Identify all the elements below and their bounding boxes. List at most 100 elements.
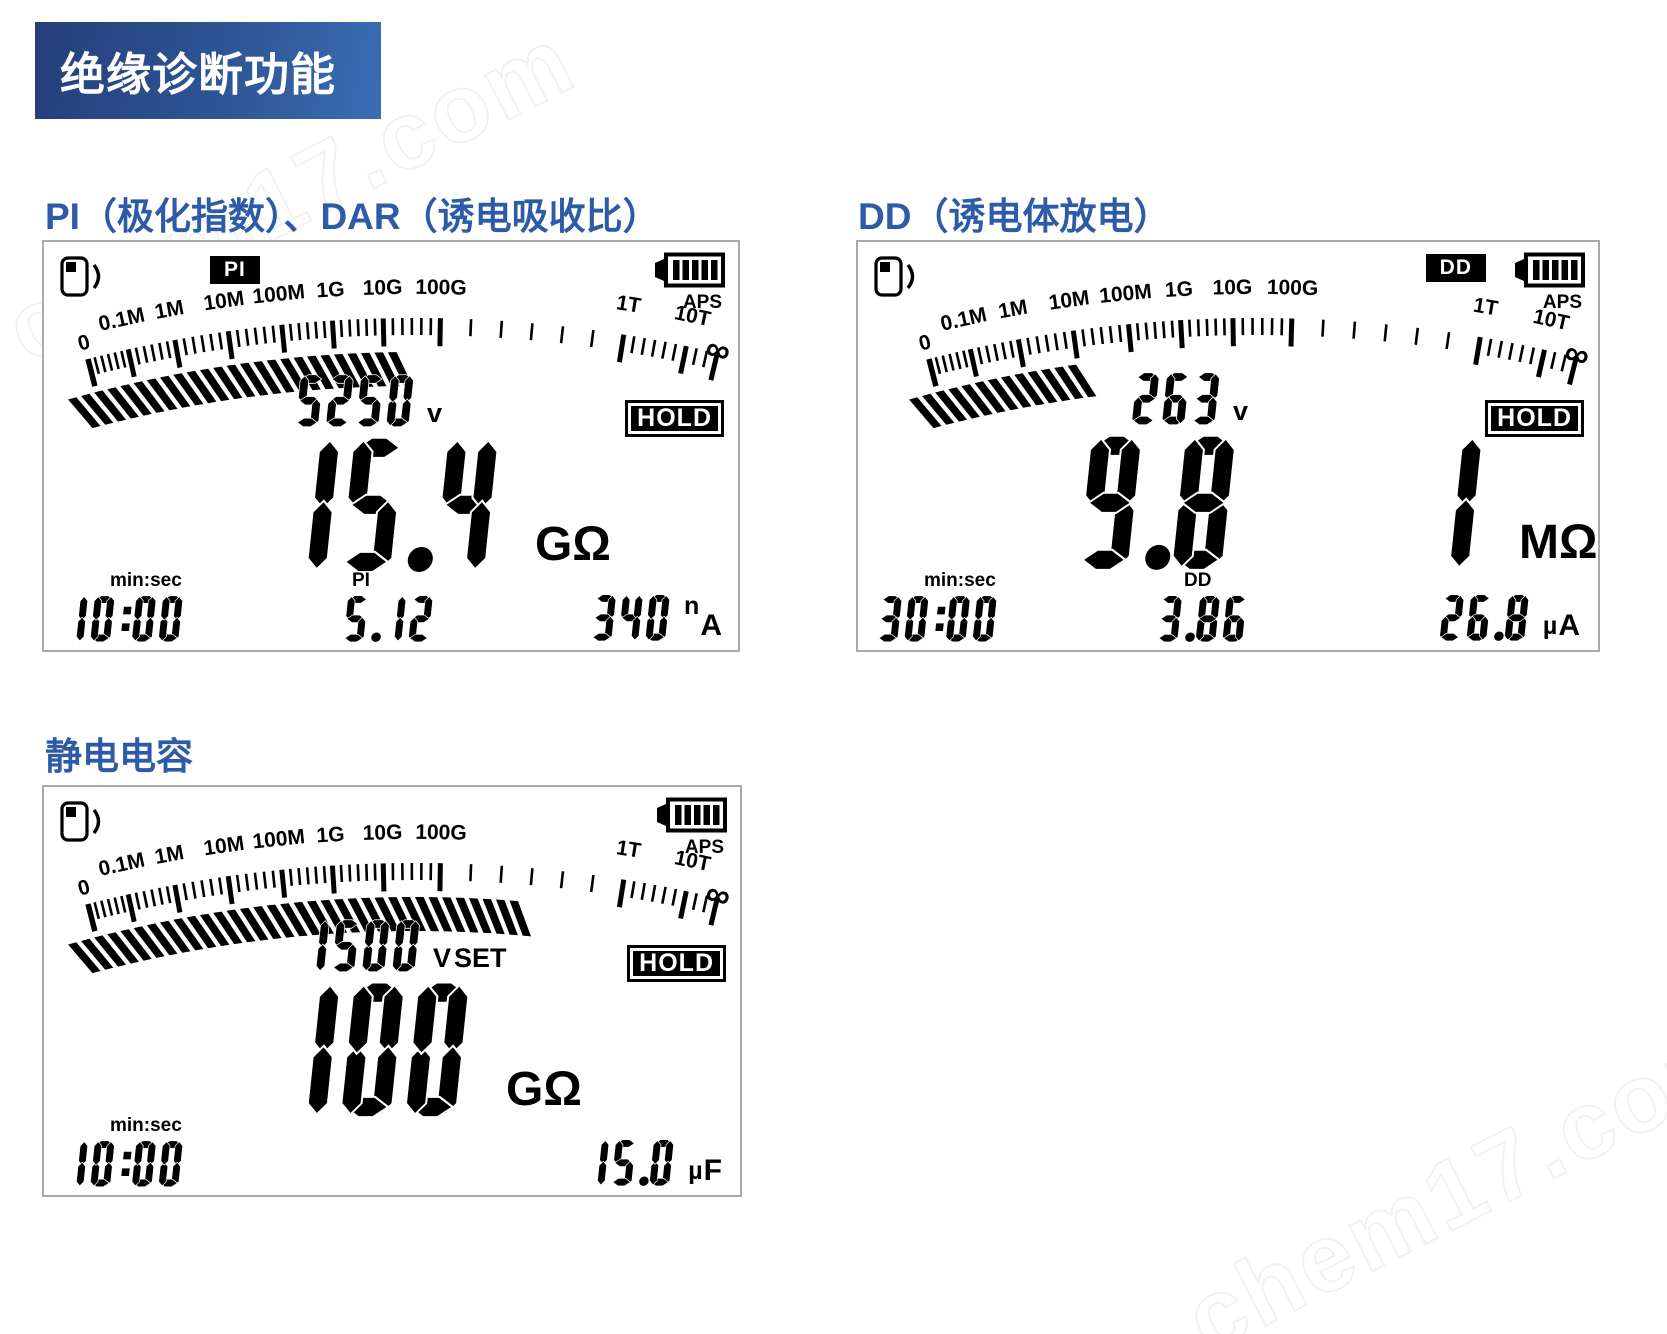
pi-value [342,595,442,643]
watermark-bottom-right: chem17.com [1168,995,1667,1334]
svg-text:10G: 10G [1212,276,1252,300]
voltage-unit: V [433,943,452,973]
hold-badge: HOLD [1485,400,1584,437]
lcd-panel-pi-dar: 0 0.1M 1M 10M 100M 1G 10G 100G 1T 10T ∞ PI APS v H… [42,240,740,652]
mode-badge-pi: PI [210,256,260,284]
current-reading: µ A [1438,594,1580,642]
voltage-value [294,374,424,428]
svg-text:100M: 100M [1098,280,1152,308]
aps-indicator: APS [1542,292,1582,313]
svg-text:100M: 100M [251,280,306,308]
current-unit: A [700,609,722,642]
svg-text:∞: ∞ [702,874,734,917]
svg-text:100G: 100G [415,276,467,300]
timer-label: min:sec [110,1115,182,1136]
main-unit: MΩ [1519,516,1598,569]
capacitance-reading: µ F [583,1139,722,1187]
dd-label: DD [1184,570,1212,591]
svg-text:∞: ∞ [1561,333,1594,376]
svg-text:0: 0 [75,875,92,900]
voltage-set-label: SET [454,943,507,973]
main-reading: MΩ [1074,434,1597,573]
capacitance-value [583,1139,683,1187]
svg-text:1G: 1G [316,278,345,303]
svg-text:10M: 10M [1047,286,1091,314]
main-value [272,436,519,575]
main-unit: GΩ [506,1063,582,1116]
svg-text:0.1M: 0.1M [96,303,147,336]
test-voltage: v [1130,372,1248,426]
current-unit-prefix: µ [1542,612,1558,640]
svg-text:1M: 1M [997,296,1030,324]
svg-text:1G: 1G [1164,277,1193,302]
buzzer-icon [60,256,114,307]
main-reading: GΩ [272,436,611,575]
dd-value [1156,595,1256,643]
main-reading: GΩ [272,981,582,1120]
banner: 绝缘诊断功能 [35,22,381,119]
timer: min:sec [62,570,192,643]
svg-text:0: 0 [916,330,933,355]
svg-text:∞: ∞ [702,329,734,372]
svg-text:1T: 1T [1471,294,1499,321]
hold-badge: HOLD [627,945,726,982]
main-value [272,981,490,1120]
svg-text:1G: 1G [316,823,345,848]
voltage-value [300,919,430,973]
current-value [590,594,679,642]
buzzer-icon [874,256,928,307]
svg-text:100G: 100G [415,821,467,845]
section-title-dd: DD（诱电体放电） [858,196,1171,237]
svg-text:1M: 1M [153,296,186,324]
battery-icon [654,252,726,293]
timer: min:sec [62,1115,192,1188]
set-voltage: V SET [300,919,507,973]
svg-text:100M: 100M [251,825,306,853]
voltage-unit: v [427,398,443,428]
svg-text:10M: 10M [202,832,246,861]
aps-indicator: APS [684,837,724,858]
hold-badge: HOLD [625,400,724,437]
pi-label: PI [352,570,370,591]
current-reading: n A [590,594,722,642]
test-voltage: v [294,374,442,428]
mode-badge-dd: DD [1425,254,1486,282]
svg-text:1T: 1T [615,836,643,863]
timer-value [62,595,192,643]
lcd-panel-dd: 0 0.1M 1M 10M 100M 1G 10G 100G 1T 10T ∞ DD APS v H… [856,240,1600,652]
svg-text:1T: 1T [615,291,643,318]
section-title-capacitance: 静电电容 [45,736,193,777]
battery-icon [1514,252,1586,293]
capacitance-unit: F [703,1154,722,1187]
main-unit: GΩ [535,518,611,571]
svg-text:10G: 10G [362,276,402,300]
svg-text:10G: 10G [362,821,402,845]
section-title-pi-dar: PI（极化指数）、DAR（诱电吸收比） [45,196,660,237]
timer-label: min:sec [110,570,182,591]
current-unit-prefix: n [684,592,700,620]
current-value [1438,594,1538,642]
capacitance-unit-prefix: µ [688,1157,703,1185]
banner-title: 绝缘诊断功能 [60,49,337,100]
voltage-value [1130,372,1230,426]
svg-text:0: 0 [75,330,92,355]
current-unit: A [1558,609,1580,642]
timer-value [62,1140,192,1188]
buzzer-icon [60,801,114,852]
svg-text:0.1M: 0.1M [938,303,989,336]
aps-indicator: APS [682,292,722,313]
main-value [1074,434,1503,573]
svg-text:10M: 10M [202,287,246,316]
battery-icon [656,797,728,838]
svg-text:1M: 1M [153,841,186,869]
voltage-unit: v [1233,396,1249,426]
timer-value [876,595,1006,643]
svg-text:100G: 100G [1267,276,1319,300]
dd-reading: DD [1156,570,1256,643]
lcd-panel-capacitance: 0 0.1M 1M 10M 100M 1G 10G 100G 1T 10T ∞ APS V SET … [42,785,742,1197]
svg-text:0.1M: 0.1M [96,848,147,881]
